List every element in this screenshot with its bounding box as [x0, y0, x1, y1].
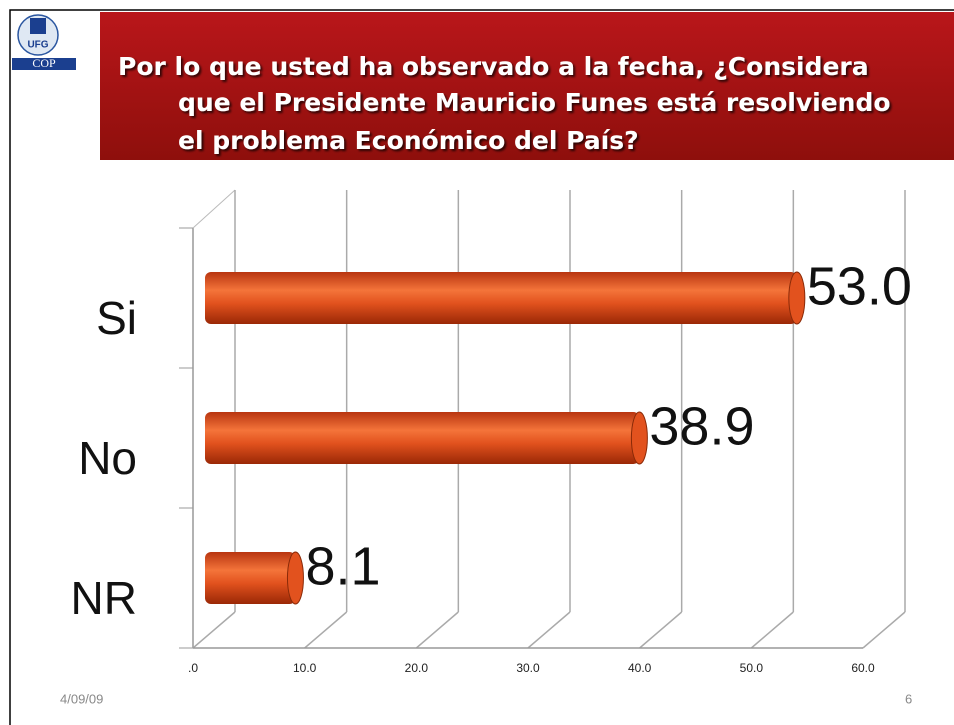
slide-border — [9, 9, 954, 725]
footer-date: 4/09/09 — [60, 691, 103, 706]
x-tick-label: 10.0 — [293, 661, 317, 675]
x-tick-label: .0 — [188, 661, 198, 675]
bar-cap — [630, 411, 648, 465]
grid-line — [862, 611, 906, 649]
bar — [205, 272, 797, 324]
bar-cap — [788, 271, 806, 325]
x-tick-label: 40.0 — [628, 661, 652, 675]
x-tick-label: 50.0 — [740, 661, 764, 675]
logo: UFG COP — [12, 14, 76, 70]
bar — [205, 552, 296, 604]
logo-text: UFG — [27, 40, 48, 51]
plot: .0 10.0 20.0 30.0 40.0 50.0 60.0 Si 53.0 No 38.9 NR… — [71, 189, 912, 675]
chart-title: Por lo que usted ha observado a la fecha… — [118, 52, 869, 81]
data-label: 53.0 — [807, 256, 912, 316]
data-label: 8.1 — [305, 536, 380, 596]
axis-line — [192, 189, 236, 229]
bar-cap — [286, 551, 304, 605]
grid-line — [527, 611, 571, 649]
y-tick-label: NR — [71, 572, 137, 624]
grid-line — [639, 611, 683, 649]
y-tick-label: Si — [96, 292, 137, 344]
y-tick-label: No — [78, 432, 137, 484]
page-number: 6 — [905, 691, 912, 706]
data-label: 38.9 — [649, 396, 754, 456]
chart-title: que el Presidente Mauricio Funes está re… — [178, 88, 891, 117]
logo-text: COP — [32, 56, 56, 70]
x-tick-label: 30.0 — [516, 661, 540, 675]
bar — [205, 412, 640, 464]
x-tick-label: 60.0 — [851, 661, 875, 675]
grid-line — [192, 611, 236, 649]
title-banner — [100, 12, 954, 160]
chart-title: el problema Económico del País? — [178, 126, 639, 155]
grid-line — [304, 611, 348, 649]
grid-line — [750, 611, 794, 649]
x-tick-label: 20.0 — [405, 661, 429, 675]
grid-line — [415, 611, 459, 649]
